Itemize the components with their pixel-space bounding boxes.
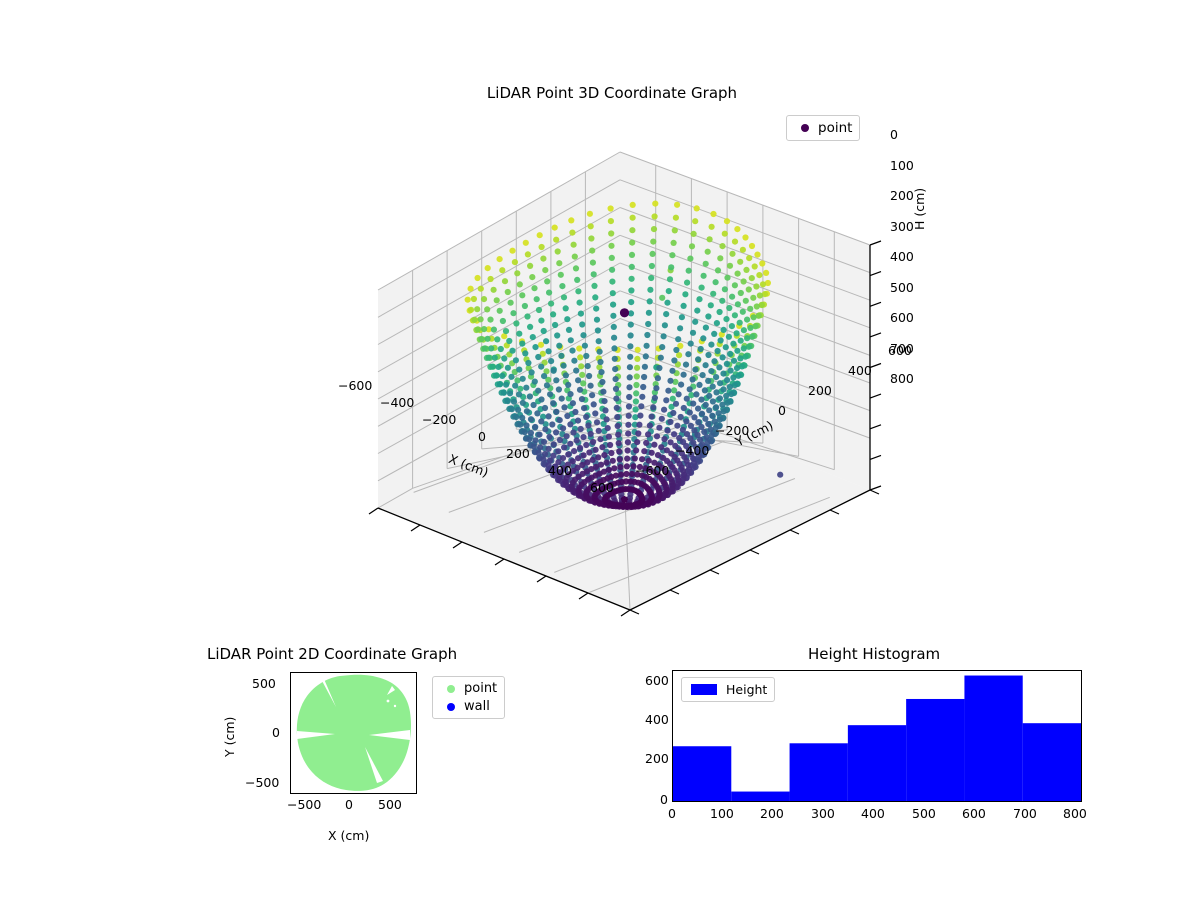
z-tick-label: 0	[890, 127, 898, 142]
legend-item-height[interactable]: Height	[689, 682, 767, 697]
y-tick-label: 200	[808, 383, 832, 398]
z-tick-label: 600	[890, 310, 914, 325]
z-axis-label: H (cm)	[912, 188, 927, 230]
plot-2d-title: LiDAR Point 2D Coordinate Graph	[207, 645, 457, 663]
z-tick-label: 700	[890, 341, 914, 356]
x-tick-label: 200	[506, 446, 530, 461]
plot-2d-y-tick: −500	[245, 775, 279, 790]
histogram-x-tick: 0	[668, 806, 676, 821]
histogram-y-tick: 600	[645, 673, 669, 688]
plot-2d-y-axis-label: Y (cm)	[222, 717, 237, 757]
y-tick-label: −400	[675, 443, 709, 458]
z-tick-label: 500	[890, 280, 914, 295]
z-tick-label: 400	[890, 249, 914, 264]
legend-label: point	[464, 681, 497, 696]
legend-marker-point-icon	[801, 124, 809, 132]
z-tick-label: 800	[890, 371, 914, 386]
legend-label: Height	[726, 682, 767, 697]
plot-2d-x-axis-label: X (cm)	[328, 828, 369, 843]
histogram-y-tick: 400	[645, 712, 669, 727]
legend-item-wall[interactable]: wall	[440, 699, 497, 714]
legend-label: wall	[464, 699, 490, 714]
histogram-x-tick: 800	[1063, 806, 1087, 821]
histogram-x-tick: 700	[1013, 806, 1037, 821]
legend-item-point[interactable]: point	[440, 681, 497, 696]
plot-2d-legend[interactable]: point wall	[432, 676, 505, 719]
z-tick-label: 300	[890, 219, 914, 234]
plot-3d-axes: −600 −400 −200 0 200 400 600 600 400 200…	[330, 140, 950, 630]
legend-marker-wall-icon	[447, 703, 455, 711]
plot-3d-title: LiDAR Point 3D Coordinate Graph	[0, 84, 1200, 102]
legend-label: point	[818, 120, 852, 136]
z-tick-label: 100	[890, 158, 914, 173]
y-tick-label: −600	[635, 463, 669, 478]
plot-3d-legend[interactable]: point	[786, 115, 860, 141]
z-tick-label: 200	[890, 188, 914, 203]
histogram-x-tick: 300	[811, 806, 835, 821]
x-tick-label: 400	[548, 463, 572, 478]
histogram-y-tick: 0	[660, 792, 668, 807]
x-tick-label: 600	[590, 480, 614, 495]
histogram-x-tick: 100	[710, 806, 734, 821]
point-cloud-2d	[291, 673, 416, 793]
legend-item-point[interactable]: point	[794, 120, 852, 136]
plot-2d-y-tick: 500	[252, 676, 276, 691]
y-tick-label: 0	[778, 403, 786, 418]
x-tick-label: −400	[380, 395, 414, 410]
histogram-legend[interactable]: Height	[681, 677, 775, 702]
histogram-x-tick: 200	[760, 806, 784, 821]
x-tick-label: −200	[422, 412, 456, 427]
x-tick-label: −600	[338, 378, 372, 393]
plot-2d-x-tick: 500	[378, 797, 402, 812]
legend-marker-point-icon	[447, 685, 455, 693]
histogram-x-tick: 400	[861, 806, 885, 821]
matplotlib-figure: LiDAR Point 3D Coordinate Graph	[0, 0, 1200, 900]
x-tick-label: 0	[478, 429, 486, 444]
histogram-title: Height Histogram	[808, 645, 940, 663]
plot-3d-canvas	[330, 140, 950, 630]
plot-2d-x-tick: 0	[345, 797, 353, 812]
histogram-x-tick: 600	[962, 806, 986, 821]
legend-swatch-height-icon	[691, 684, 717, 695]
plot-2d-axes	[290, 672, 417, 794]
y-tick-label: 400	[848, 363, 872, 378]
histogram-x-tick: 500	[912, 806, 936, 821]
plot-2d-x-tick: −500	[287, 797, 321, 812]
histogram-y-tick: 200	[645, 751, 669, 766]
plot-2d-y-tick: 0	[272, 725, 280, 740]
